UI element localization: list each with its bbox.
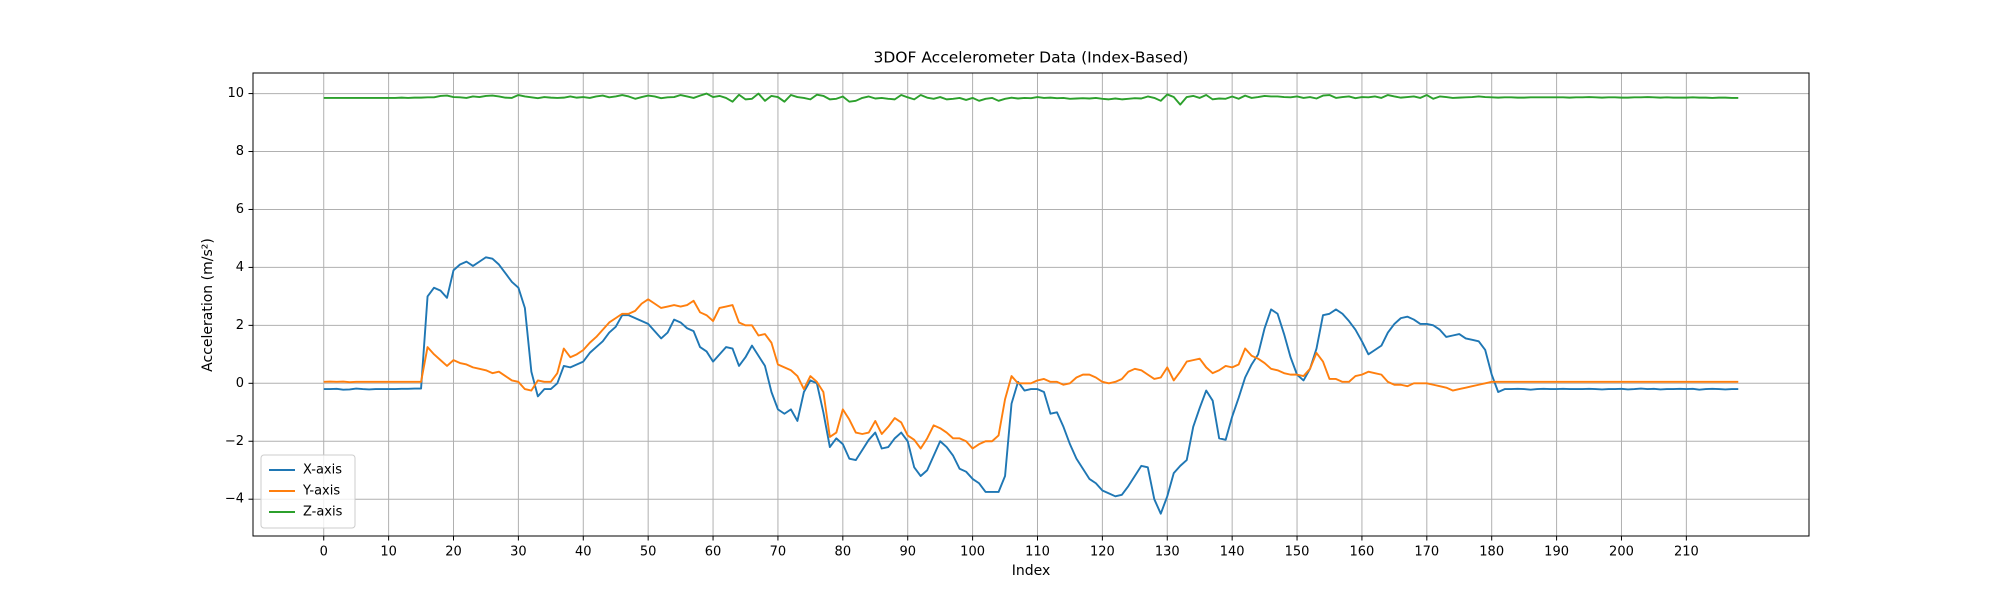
x-tick-label: 100 <box>960 545 985 560</box>
data-line <box>323 92 1739 106</box>
x-tick-label: 70 <box>770 545 787 560</box>
x-tick-label: 90 <box>899 545 916 560</box>
x-tick-label: 120 <box>1090 545 1115 560</box>
y-tick-label: −2 <box>225 434 244 449</box>
y-tick-label: 8 <box>236 144 244 159</box>
legend-label: Z-axis <box>303 505 343 520</box>
x-tick-label: 180 <box>1479 545 1504 560</box>
x-tick-label: 210 <box>1674 545 1699 560</box>
x-tick-label: 40 <box>575 545 592 560</box>
data-line <box>323 298 1739 450</box>
x-tick-label: 10 <box>380 545 397 560</box>
x-tick-label: 0 <box>320 545 328 560</box>
y-tick-label: 0 <box>236 376 244 391</box>
x-tick-label: 30 <box>510 545 527 560</box>
x-tick-label: 140 <box>1220 545 1245 560</box>
y-axis-label: Acceleration (m/s²) <box>200 238 216 372</box>
x-tick-label: 110 <box>1025 545 1050 560</box>
data-line <box>323 256 1739 515</box>
legend: X-axis Y-axis Z-axis <box>260 454 356 529</box>
y-tick-label: −4 <box>225 492 244 507</box>
x-axis-label: Index <box>1012 563 1051 579</box>
x-tick-label: 150 <box>1285 545 1310 560</box>
legend-label: Y-axis <box>302 484 340 499</box>
x-tick-label: 130 <box>1155 545 1180 560</box>
x-tick-label: 190 <box>1544 545 1569 560</box>
x-tick-label: 160 <box>1350 545 1375 560</box>
y-tick-label: 4 <box>236 260 244 275</box>
x-tick-label: 80 <box>835 545 852 560</box>
x-tick-label: 200 <box>1609 545 1634 560</box>
y-tick-label: 2 <box>236 318 244 333</box>
plot-frame <box>252 72 1810 537</box>
y-tick-label: 10 <box>227 86 244 101</box>
y-tick-label: 6 <box>236 202 244 217</box>
x-tick-label: 20 <box>445 545 462 560</box>
legend-box <box>260 454 356 529</box>
chart-title: 3DOF Accelerometer Data (Index-Based) <box>874 49 1189 67</box>
x-tick-label: 50 <box>640 545 657 560</box>
x-tick-label: 60 <box>705 545 722 560</box>
x-tick-label: 170 <box>1414 545 1439 560</box>
legend-label: X-axis <box>303 463 342 478</box>
